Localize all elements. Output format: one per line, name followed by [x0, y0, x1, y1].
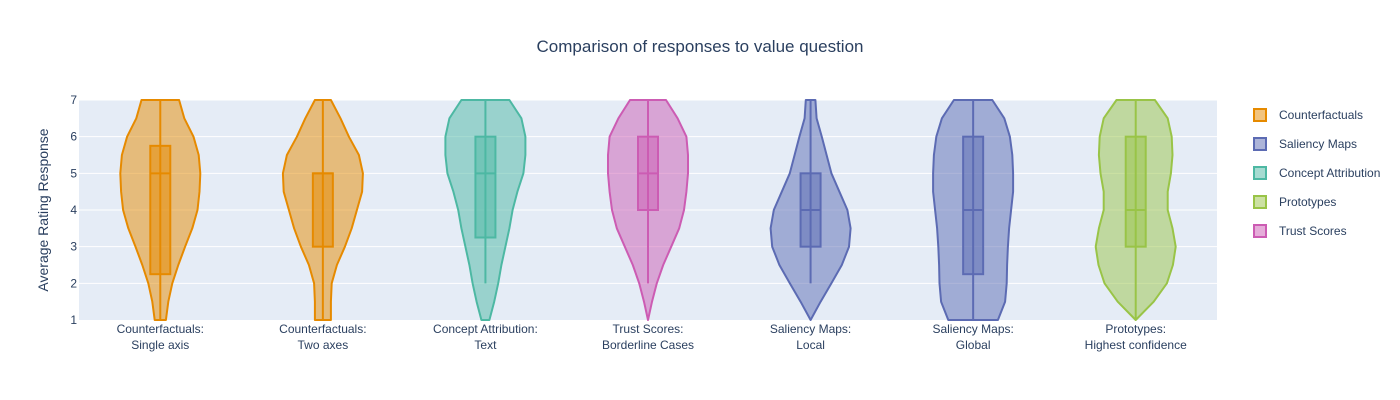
legend-item[interactable]: Counterfactuals: [1253, 108, 1363, 122]
x-tick-label-line2: Two axes: [298, 338, 349, 352]
y-tick-label: 6: [70, 130, 77, 144]
legend-item[interactable]: Prototypes: [1253, 195, 1336, 209]
x-tick-label-line1: Counterfactuals:: [279, 322, 366, 336]
legend-item[interactable]: Concept Attribution: [1253, 166, 1380, 180]
violin-5: [769, 99, 852, 321]
legend-swatch: [1253, 137, 1267, 151]
legend-swatch: [1253, 108, 1267, 122]
legend-swatch: [1253, 195, 1267, 209]
legend-item[interactable]: Saliency Maps: [1253, 137, 1357, 151]
x-tick-label-line2: Single axis: [131, 338, 189, 352]
violin-7: [1094, 99, 1177, 321]
violins: [119, 99, 1177, 321]
x-tick-label-line1: Saliency Maps:: [770, 322, 851, 336]
legend-label: Concept Attribution: [1279, 166, 1380, 180]
violin-box: [474, 135, 497, 239]
y-axis-ticks: 1 2 3 4 5 6 7: [70, 93, 77, 327]
legend-label: Trust Scores: [1279, 224, 1347, 238]
x-tick-label-line1: Trust Scores:: [613, 322, 684, 336]
y-axis-title: Average Rating Response: [35, 128, 51, 291]
chart-title: Comparison of responses to value questio…: [537, 37, 864, 56]
x-tick-label-line1: Prototypes:: [1105, 322, 1166, 336]
x-tick-label-line1: Concept Attribution:: [433, 322, 538, 336]
legend-swatch: [1253, 224, 1267, 238]
violin-box: [1124, 135, 1147, 248]
x-tick-label-line2: Highest confidence: [1085, 338, 1187, 352]
legend-item[interactable]: Trust Scores: [1253, 224, 1347, 238]
x-tick-label-line1: Counterfactuals:: [117, 322, 204, 336]
legend: Counterfactuals Saliency Maps Concept Attr…: [1253, 108, 1380, 238]
violin-3: [444, 99, 527, 321]
legend-label: Saliency Maps: [1279, 137, 1357, 151]
x-tick-label-line1: Saliency Maps:: [932, 322, 1013, 336]
legend-label: Counterfactuals: [1279, 108, 1363, 122]
violin-6: [932, 99, 1015, 321]
violin-box: [149, 144, 172, 276]
violin-box: [311, 172, 334, 248]
y-tick-label: 4: [70, 203, 77, 217]
violin-1: [119, 99, 202, 321]
legend-label: Prototypes: [1279, 195, 1336, 209]
y-tick-label: 7: [70, 93, 77, 107]
x-tick-label-line2: Global: [956, 338, 991, 352]
legend-swatch: [1253, 166, 1267, 180]
y-tick-label: 2: [70, 276, 77, 290]
violin-2: [281, 99, 364, 321]
y-tick-label: 1: [70, 313, 77, 327]
x-tick-label-line2: Borderline Cases: [602, 338, 694, 352]
y-tick-label: 3: [70, 240, 77, 254]
y-tick-label: 5: [70, 166, 77, 180]
x-axis-ticks: Counterfactuals: Single axis Counterfactua…: [117, 322, 1187, 352]
x-tick-label-line2: Local: [796, 338, 825, 352]
violin-box: [962, 135, 985, 276]
violin-4: [607, 99, 689, 321]
x-tick-label-line2: Text: [474, 338, 497, 352]
